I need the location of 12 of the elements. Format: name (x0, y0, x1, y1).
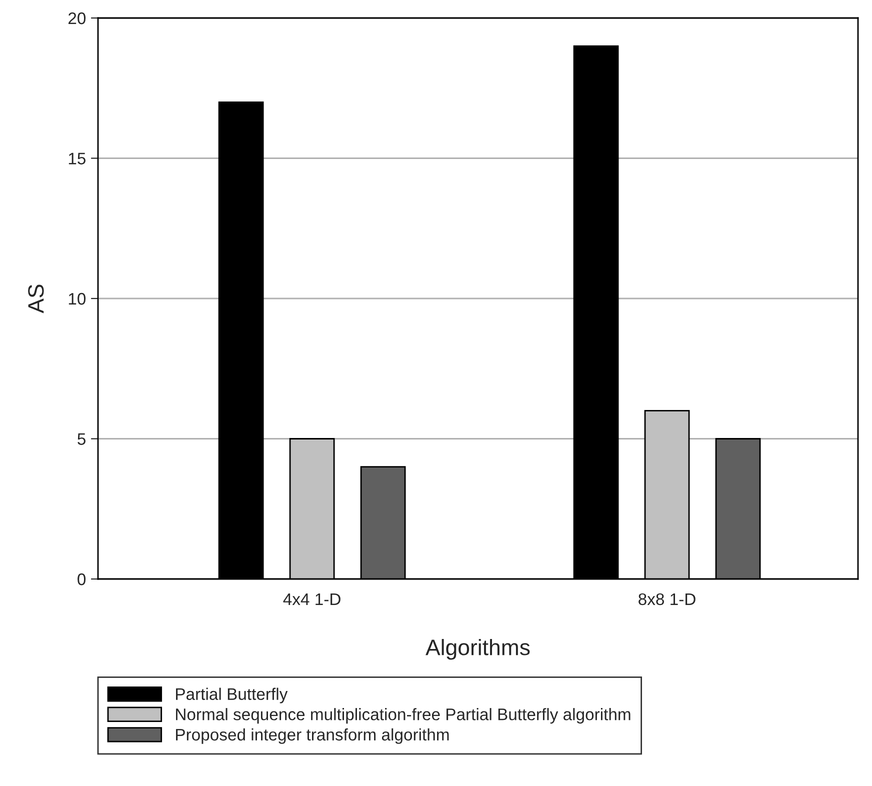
x-tick-label: 4x4 1-D (283, 594, 340, 605)
y-axis-title: AS (28, 284, 44, 314)
y-tick-label: 20 (68, 12, 86, 24)
legend-label: Normal sequence multiplication-free Partial Butterfly algorithm (176, 708, 630, 724)
legend-label: Partial Butterfly (176, 688, 288, 704)
y-tick-label: 5 (78, 433, 86, 445)
y-tick-label: 0 (78, 573, 86, 586)
y-tick-label: 15 (68, 152, 86, 164)
y-tick-label: 10 (68, 292, 86, 305)
x-tick-label: 8x8 1-D (638, 593, 696, 606)
legend-label: Proposed integer transform algorithm (176, 728, 449, 744)
x-axis-title: Algorithms (426, 638, 530, 660)
